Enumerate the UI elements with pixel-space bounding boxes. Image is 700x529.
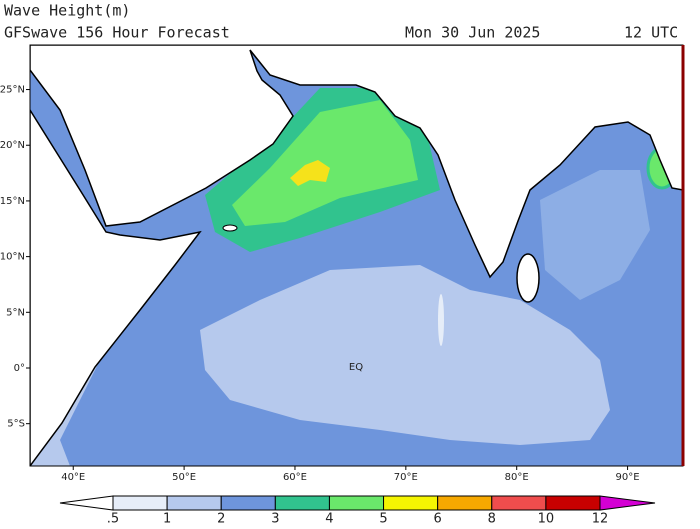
lat-tick-label: 10°N: [0, 252, 25, 263]
colorbar-label: 5: [379, 512, 387, 526]
colorbar-segment: [328, 495, 385, 511]
colorbar-label: 6: [434, 512, 442, 526]
colorbar-segment: [491, 495, 547, 511]
colorbar-label: 10: [538, 512, 555, 526]
date: Mon 30 Jun 2025: [405, 24, 540, 42]
land: [30, 45, 683, 279]
swell-zone: [540, 170, 650, 300]
colorbar-label: 2: [217, 512, 225, 526]
time: 12 UTC: [624, 24, 678, 42]
lat-tick-label: 25°N: [0, 85, 25, 96]
colorbar-label: 12: [592, 512, 609, 526]
colorbar-over: [599, 495, 656, 511]
lon-tick-label: 50°E: [172, 472, 196, 483]
colorbar-segment: [383, 495, 439, 511]
colorbar-label: 4: [325, 512, 333, 526]
lat-tick-label: 5°S: [7, 419, 25, 430]
colorbar-segment: [437, 495, 493, 511]
colorbar-segment: [112, 495, 168, 511]
swell-zone: [200, 265, 610, 445]
island: [516, 253, 540, 303]
lat-tick-label: 15°N: [0, 196, 25, 207]
lon-tick-label: 80°E: [505, 472, 529, 483]
lat-tick-label: 5°N: [6, 307, 25, 318]
lon-tick-label: 60°E: [283, 472, 307, 483]
colorbar-segment: [166, 495, 222, 511]
wave-zone: [290, 160, 330, 186]
colorbar-segment: [545, 495, 601, 511]
lat-tick-label: 0°: [14, 363, 25, 374]
island: [438, 294, 444, 346]
lon-tick-label: 40°E: [61, 472, 85, 483]
lon-tick-label: 90°E: [616, 472, 640, 483]
subtitle: GFSwave 156 Hour Forecast: [4, 24, 230, 42]
map: [30, 45, 683, 466]
colorbar-label: .5: [107, 512, 119, 526]
equator-label: EQ: [349, 362, 363, 373]
colorbar-under: [59, 495, 114, 511]
land: [30, 108, 202, 466]
lat-tick-label: 20°N: [0, 140, 25, 151]
wave-zone: [232, 100, 418, 226]
title: Wave Height(m): [4, 2, 130, 20]
lon-tick-label: 70°E: [394, 472, 418, 483]
colorbar-label: 8: [488, 512, 496, 526]
colorbar-segment: [220, 495, 276, 511]
colorbar-segment: [274, 495, 330, 511]
island: [222, 224, 238, 232]
colorbar-label: 3: [271, 512, 279, 526]
colorbar-label: 1: [163, 512, 171, 526]
